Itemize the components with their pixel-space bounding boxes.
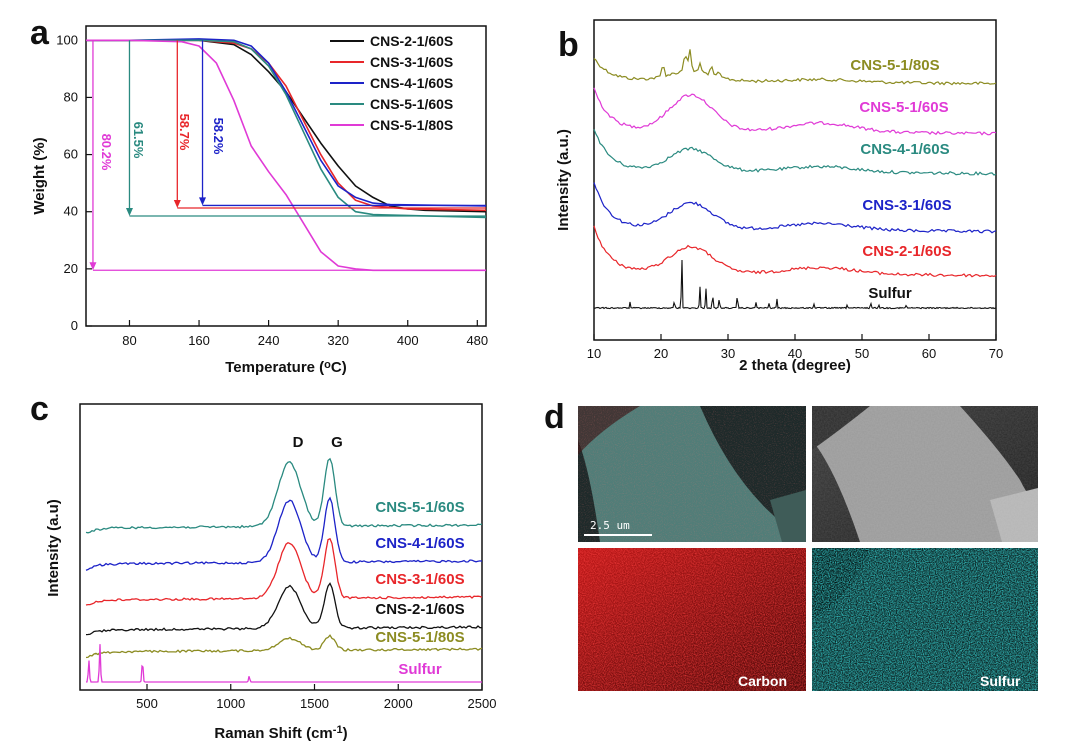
chart-c-x-tick-label: 500 [136, 696, 158, 711]
chart-c-x-tick-label: 1500 [300, 696, 329, 711]
annotation-label: 61.5% [131, 122, 146, 159]
chart-c: 500 1000 1500 2000 2500 CNS-5-1/60S CNS-4-1/6… [45, 403, 496, 742]
legend-entry: CNS-3-1/60S [370, 54, 453, 70]
chart-a-y-tick-label: 60 [64, 147, 78, 162]
chart-c-series-cns-5-1-80s [85, 634, 483, 659]
chart-a-y-tick-label: 100 [56, 32, 78, 47]
chart-a-legend: CNS-2-1/60S CNS-3-1/60S CNS-4-1/60S CNS-5-1… [330, 33, 453, 133]
chart-b-x-tick-label: 30 [721, 346, 735, 361]
chart-b-x-tick-label: 70 [989, 346, 1003, 361]
chart-b-series-cns-4-1-60s [593, 129, 997, 176]
chart-c-series-label: CNS-5-1/80S [375, 629, 464, 646]
chart-b-series-labels: CNS-5-1/80S CNS-5-1/60S CNS-4-1/60S CNS-3-1… [850, 57, 951, 302]
tile-carbon-label: Carbon [738, 673, 787, 689]
tile-sulfur-label: Sulfur [980, 673, 1021, 689]
chart-c-series-cns-4-1-60s [85, 496, 483, 571]
chart-a-x-tick-label: 240 [258, 333, 280, 348]
chart-a-x-tick-label: 480 [466, 333, 488, 348]
chart-c-series-label: CNS-2-1/60S [375, 601, 464, 618]
chart-a-x-ticks: 80 160 240 320 400 480 [122, 320, 488, 348]
chart-b-series-label: CNS-4-1/60S [860, 141, 949, 158]
chart-c-series-cns-2-1-60s [85, 582, 483, 636]
chart-b-series-label: CNS-5-1/60S [859, 99, 948, 116]
chart-a-frame [85, 25, 487, 327]
tile-sulfur: Sulfur [812, 548, 1038, 691]
chart-a-x-tick-label: 160 [188, 333, 210, 348]
chart-c-x-tick-label: 2500 [468, 696, 497, 711]
chart-b-x-tick-label: 10 [587, 346, 601, 361]
chart-c-series-label: CNS-4-1/60S [375, 535, 464, 552]
tile-carbon: Carbon [578, 548, 806, 691]
annotation-arrow-head [199, 197, 207, 206]
chart-c-x-ticks: 500 1000 1500 2000 2500 [136, 684, 496, 711]
chart-c-series [85, 457, 483, 683]
chart-a-y-tick-label: 40 [64, 204, 78, 219]
legend-entry: CNS-5-1/60S [370, 96, 453, 112]
chart-b-x-tick-label: 60 [922, 346, 936, 361]
tile-overlay: 2.5 um [578, 406, 806, 542]
scale-bar-label: 2.5 um [590, 519, 630, 532]
panel-letter-b: b [558, 26, 579, 64]
annotation-label: 80.2% [99, 134, 114, 171]
chart-b-series-cns-5-1-60s [593, 87, 997, 136]
chart-b-series-label: CNS-3-1/60S [862, 197, 951, 214]
panel-letter-d: d [544, 398, 565, 436]
chart-a-y-tick-label: 20 [64, 261, 78, 276]
chart-a-series-cns-5-1-80s [86, 39, 486, 272]
chart-a-x-axis-label: Temperature (oC) [225, 359, 346, 376]
chart-b-series-label: CNS-2-1/60S [862, 243, 951, 260]
chart-a-y-tick-label: 80 [64, 89, 78, 104]
panel-d-mapping: 2.5 um Carbon Sulfur [578, 406, 1038, 691]
chart-b-x-ticks: 10 20 30 40 50 60 70 [587, 334, 1003, 361]
chart-a-annotations: 80.2% 61.5% 58.7% 58.2% [89, 40, 486, 271]
tile-sem [812, 406, 1038, 542]
chart-b-x-tick-label: 40 [788, 346, 802, 361]
chart-a-series-cns-5-1-60s [86, 39, 487, 219]
chart-b-series-cns-2-1-60s [593, 225, 997, 278]
panel-letter-a: a [30, 14, 50, 52]
chart-c-series-label: CNS-3-1/60S [375, 571, 464, 588]
chart-b-series-sulfur [593, 259, 997, 310]
chart-c-series-label: CNS-5-1/60S [375, 499, 464, 516]
annotation-arrow-head [173, 200, 181, 208]
chart-a-x-tick-label: 400 [397, 333, 419, 348]
legend-entry: CNS-2-1/60S [370, 33, 453, 49]
chart-c-series-cns-3-1-60s [85, 537, 483, 606]
chart-c-series-labels: CNS-5-1/60S CNS-4-1/60S CNS-3-1/60S CNS-2-1… [375, 499, 464, 678]
chart-a: 0 20 40 60 80 100 80 160 240 320 400 480 80.2% 61.5… [31, 25, 488, 376]
chart-a-x-tick-label: 80 [122, 333, 136, 348]
chart-a-y-tick-label: 0 [71, 318, 78, 333]
chart-c-y-axis-label: Intensity (a.u) [45, 499, 62, 597]
chart-c-series-cns-5-1-60s [85, 457, 483, 534]
chart-a-x-tick-label: 320 [327, 333, 349, 348]
chart-b-x-tick-label: 20 [654, 346, 668, 361]
chart-c-series-label: Sulfur [398, 661, 441, 678]
legend-entry: CNS-5-1/80S [370, 117, 453, 133]
chart-c-peak-label-d: D [293, 434, 304, 451]
chart-b: 10 20 30 40 50 60 70 CNS-5-1/80SCNS-5-1/60SCNS… [555, 19, 1003, 374]
annotation-arrow-head [89, 262, 97, 271]
chart-a-y-axis-label: Weight (%) [31, 137, 48, 214]
chart-c-x-axis-label: Raman Shift (cm-1) [214, 724, 347, 742]
chart-c-x-tick-label: 2000 [384, 696, 413, 711]
chart-b-series-label: CNS-5-1/80S [850, 57, 939, 74]
chart-b-series [593, 49, 997, 310]
chart-c-x-tick-label: 1000 [216, 696, 245, 711]
chart-b-series-label: Sulfur [868, 285, 911, 302]
chart-b-series-cns-3-1-60s [593, 182, 997, 234]
chart-c-series-sulfur [85, 644, 482, 683]
chart-c-frame [79, 403, 483, 691]
annotation-arrow-head [125, 208, 133, 216]
chart-c-peak-label-g: G [331, 434, 343, 451]
chart-b-x-axis-label: 2 theta (degree) [739, 357, 851, 374]
chart-b-y-axis-label: Intensity (a.u.) [555, 129, 572, 231]
chart-b-series-cns-5-1-80s [593, 49, 997, 86]
chart-a-series-cns-4-1-60s [86, 38, 487, 207]
annotation-label: 58.7% [177, 114, 192, 151]
annotation-label: 58.2% [211, 118, 226, 155]
legend-entry: CNS-4-1/60S [370, 75, 453, 91]
panel-letter-c: c [30, 390, 49, 428]
chart-b-x-tick-label: 50 [855, 346, 869, 361]
